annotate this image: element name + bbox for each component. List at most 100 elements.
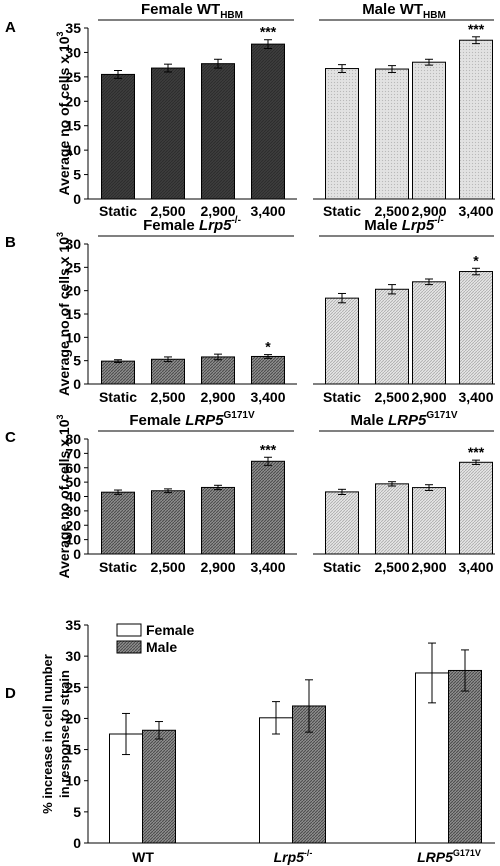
x-tick-label: 3,400 [458,203,493,219]
y-tick-label: 15 [65,742,81,758]
x-tick-label: 2,500 [374,559,409,575]
bar [375,288,409,385]
bar [259,717,293,844]
bar [459,39,493,200]
x-tick-label: Static [99,203,137,219]
y-axis-label: % increase in cell number in response to … [40,654,72,814]
bar [101,491,135,555]
significance-mark: *** [468,444,485,460]
y-tick-label: 30 [65,648,81,664]
bar [325,68,359,200]
x-group-label: Lrp5-/- [274,848,313,865]
y-tick-label: 0 [73,835,81,851]
significance-mark: * [265,339,271,355]
y-tick-label: 0 [73,376,81,392]
legend-swatch [116,640,142,654]
bar [412,487,446,555]
y-tick-label: 70 [65,445,81,461]
panel-letter: A [5,19,16,36]
bar [459,461,493,555]
x-tick-label: 3,400 [250,389,285,405]
y-tick-label: 10 [65,142,81,158]
y-tick-label: 0 [73,546,81,562]
bar [325,297,359,385]
x-tick-label: 2,500 [374,203,409,219]
x-group-label: WT [132,849,154,865]
group-title: Male LRP5G171V [351,410,458,429]
x-tick-label: Static [323,203,361,219]
y-tick-label: 30 [65,236,81,252]
y-tick-label: 40 [65,489,81,505]
x-tick-label: 2,500 [150,203,185,219]
x-tick-label: 3,400 [250,559,285,575]
y-tick-label: 20 [65,93,81,109]
y-tick-label: 35 [65,617,81,633]
y-tick-label: 20 [65,710,81,726]
x-tick-label: 2,900 [200,559,235,575]
legend-label: Male [146,639,177,655]
y-tick-label: 10 [65,532,81,548]
x-tick-label: 3,400 [250,203,285,219]
bar [448,669,482,844]
y-tick-label: 25 [65,69,81,85]
y-axis-label: Average no of cells x 103 [55,31,72,195]
x-tick-label: 2,900 [200,203,235,219]
group-title: Female Lrp5-/- [143,215,241,234]
x-tick-label: 2,500 [374,389,409,405]
legend-label: Female [146,622,194,638]
bar [375,68,409,200]
bar [325,491,359,555]
bar [459,271,493,385]
bar [375,483,409,555]
x-tick-label: 3,400 [458,559,493,575]
panel-letter: B [5,234,16,251]
bar [151,490,185,555]
significance-mark: *** [260,441,277,457]
group-title: Male Lrp5-/- [364,215,443,234]
significance-mark: *** [468,21,485,37]
bar [412,61,446,200]
y-tick-label: 5 [73,167,81,183]
x-tick-label: Static [323,559,361,575]
y-tick-label: 15 [65,118,81,134]
bar [151,358,185,385]
x-tick-label: 2,900 [411,559,446,575]
y-tick-label: 20 [65,517,81,533]
bar [201,63,235,200]
y-tick-label: 15 [65,306,81,322]
group-title: Female WTHBM [141,1,243,21]
significance-mark: * [473,252,479,268]
y-axis-label: Average no of cells x 103 [55,414,72,578]
y-tick-label: 25 [65,259,81,275]
y-tick-label: 25 [65,679,81,695]
significance-mark: *** [260,24,277,40]
y-axis-label: Average no of cells x 103 [55,232,72,396]
bar [101,73,135,200]
bar [101,360,135,385]
bar [251,43,285,200]
y-tick-label: 50 [65,474,81,490]
bar [412,281,446,385]
group-title: Female LRP5G171V [129,410,255,429]
y-tick-label: 80 [65,431,81,447]
bar [251,355,285,385]
x-tick-label: Static [323,389,361,405]
group-title: Male WTHBM [362,1,446,21]
x-tick-label: 2,500 [150,559,185,575]
bar [251,460,285,555]
x-tick-label: 2,500 [150,389,185,405]
panel-letter: C [5,429,16,446]
bar [142,729,176,844]
panel-letter: D [5,685,16,702]
bar [201,486,235,555]
bar [151,67,185,200]
y-tick-label: 30 [65,44,81,60]
x-tick-label: 2,900 [411,389,446,405]
y-tick-label: 5 [73,353,81,369]
y-tick-label: 5 [73,804,81,820]
x-tick-label: Static [99,559,137,575]
y-tick-label: 35 [65,20,81,36]
legend-swatch [116,623,142,637]
